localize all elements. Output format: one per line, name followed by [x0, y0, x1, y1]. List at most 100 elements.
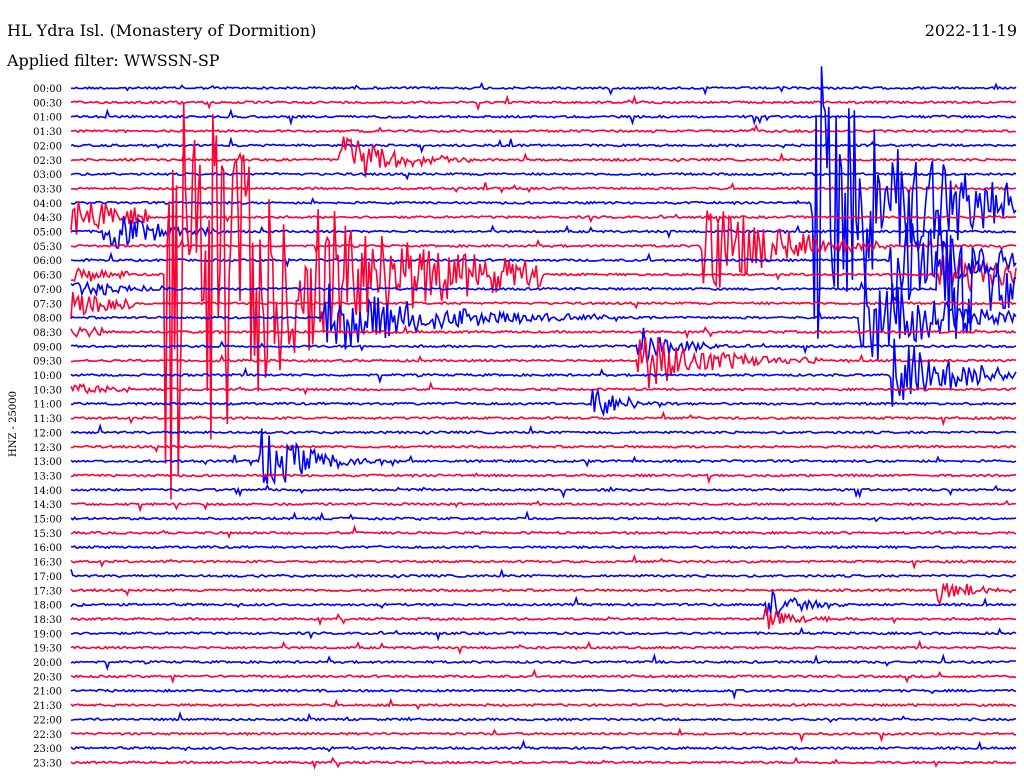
time-tick-label: 06:30	[33, 271, 62, 282]
trace-line	[70, 123, 1017, 134]
time-tick-label: 03:00	[33, 170, 62, 181]
trace-line	[70, 136, 1017, 178]
trace-line	[70, 327, 1017, 363]
trace-line	[70, 380, 1017, 396]
trace-line	[70, 274, 1017, 361]
trace-line	[70, 554, 1017, 570]
time-tick-label: 12:30	[33, 443, 62, 454]
time-tick-label: 02:30	[33, 156, 62, 167]
trace-line	[70, 108, 1017, 127]
time-tick-label: 23:00	[33, 744, 62, 755]
time-tick-label: 17:00	[33, 572, 62, 583]
trace-line	[70, 215, 1017, 339]
trace-line	[70, 589, 1017, 618]
trace-line	[70, 103, 1017, 500]
trace-line	[70, 428, 1017, 486]
time-tick-labels: 00:00 00:30 01:00 01:30 02:00 02:30 03:00 03:30…	[33, 84, 62, 769]
time-tick-label: 18:30	[33, 615, 62, 626]
time-tick-label: 16:30	[33, 558, 62, 569]
trace-line	[70, 756, 1016, 770]
time-tick-label: 14:00	[33, 486, 62, 497]
time-tick-label: 07:30	[33, 299, 62, 310]
time-tick-label: 05:30	[33, 242, 62, 253]
trace-line	[70, 568, 1017, 579]
time-tick-label: 21:30	[33, 701, 62, 712]
trace-line	[70, 336, 1017, 389]
trace-line	[70, 423, 1017, 436]
trace-line	[70, 201, 1017, 235]
time-tick-label: 21:00	[33, 687, 62, 698]
time-tick-label: 15:00	[33, 515, 62, 526]
time-tick-label: 01:30	[33, 127, 62, 138]
time-tick-label: 06:00	[33, 256, 62, 267]
trace-line	[70, 444, 1017, 454]
trace-line	[70, 182, 1017, 196]
time-tick-label: 10:00	[33, 371, 62, 382]
time-tick-label: 03:30	[33, 184, 62, 195]
y-axis-label: HNZ - 25000	[8, 391, 19, 457]
filter-label: Applied filter: WWSSN-SP	[6, 51, 220, 70]
trace-line	[70, 410, 1017, 427]
trace-line	[70, 727, 1017, 743]
trace-line	[71, 81, 1017, 96]
time-tick-label: 15:30	[33, 529, 62, 540]
time-tick-label: 22:00	[33, 715, 62, 726]
trace-line	[70, 338, 1017, 407]
time-tick-label: 00:00	[33, 84, 62, 95]
time-tick-label: 13:00	[33, 457, 62, 468]
time-tick-label: 19:30	[33, 644, 62, 655]
trace-line	[70, 652, 1016, 672]
time-tick-label: 22:30	[33, 730, 62, 741]
trace-line	[70, 472, 1017, 485]
time-tick-label: 10:30	[33, 385, 62, 396]
trace-line	[70, 608, 1017, 630]
trace-line	[70, 94, 1017, 112]
trace-line	[71, 626, 1017, 642]
trace-line	[70, 739, 1017, 753]
time-tick-label: 04:00	[33, 199, 62, 210]
time-tick-label: 11:00	[33, 400, 62, 411]
time-tick-label: 05:00	[33, 228, 62, 239]
time-tick-label: 18:00	[33, 601, 62, 612]
time-tick-label: 12:00	[33, 428, 62, 439]
time-tick-label: 13:30	[33, 471, 62, 482]
seismic-traces	[70, 66, 1017, 770]
time-tick-label: 04:30	[33, 213, 62, 224]
trace-line	[70, 524, 1017, 540]
time-tick-label: 09:30	[33, 357, 62, 368]
trace-line	[70, 697, 1017, 711]
trace-line	[71, 210, 1017, 288]
time-tick-label: 02:00	[33, 141, 62, 152]
time-tick-label: 07:00	[33, 285, 62, 296]
trace-line	[70, 387, 1017, 417]
trace-line	[70, 171, 1017, 181]
trace-line	[70, 483, 1017, 500]
trace-line	[70, 66, 1017, 339]
time-tick-label: 16:00	[33, 543, 62, 554]
record-date: 2022-11-19	[925, 21, 1017, 40]
trace-line	[70, 324, 1017, 340]
time-tick-label: 17:30	[33, 586, 62, 597]
trace-line	[70, 544, 1017, 550]
trace-line	[70, 215, 1017, 249]
time-tick-label: 19:00	[33, 629, 62, 640]
station-title: HL Ydra Isl. (Monastery of Dormition)	[7, 21, 316, 40]
trace-line	[70, 499, 1017, 513]
trace-line	[70, 688, 1017, 700]
time-tick-label: 00:30	[33, 98, 62, 109]
trace-line	[70, 136, 1017, 154]
trace-line	[70, 223, 1017, 304]
time-tick-label: 08:00	[33, 314, 62, 325]
trace-line	[70, 510, 1017, 523]
trace-line	[70, 639, 1017, 656]
time-tick-label: 09:00	[33, 342, 62, 353]
trace-line	[70, 711, 1017, 724]
time-tick-label: 14:30	[33, 500, 62, 511]
trace-line	[70, 581, 1017, 606]
time-tick-label: 23:30	[33, 758, 62, 769]
time-tick-label: 20:30	[33, 672, 62, 683]
time-tick-label: 20:00	[33, 658, 62, 669]
trace-line	[70, 668, 1017, 685]
trace-line	[70, 291, 1017, 319]
